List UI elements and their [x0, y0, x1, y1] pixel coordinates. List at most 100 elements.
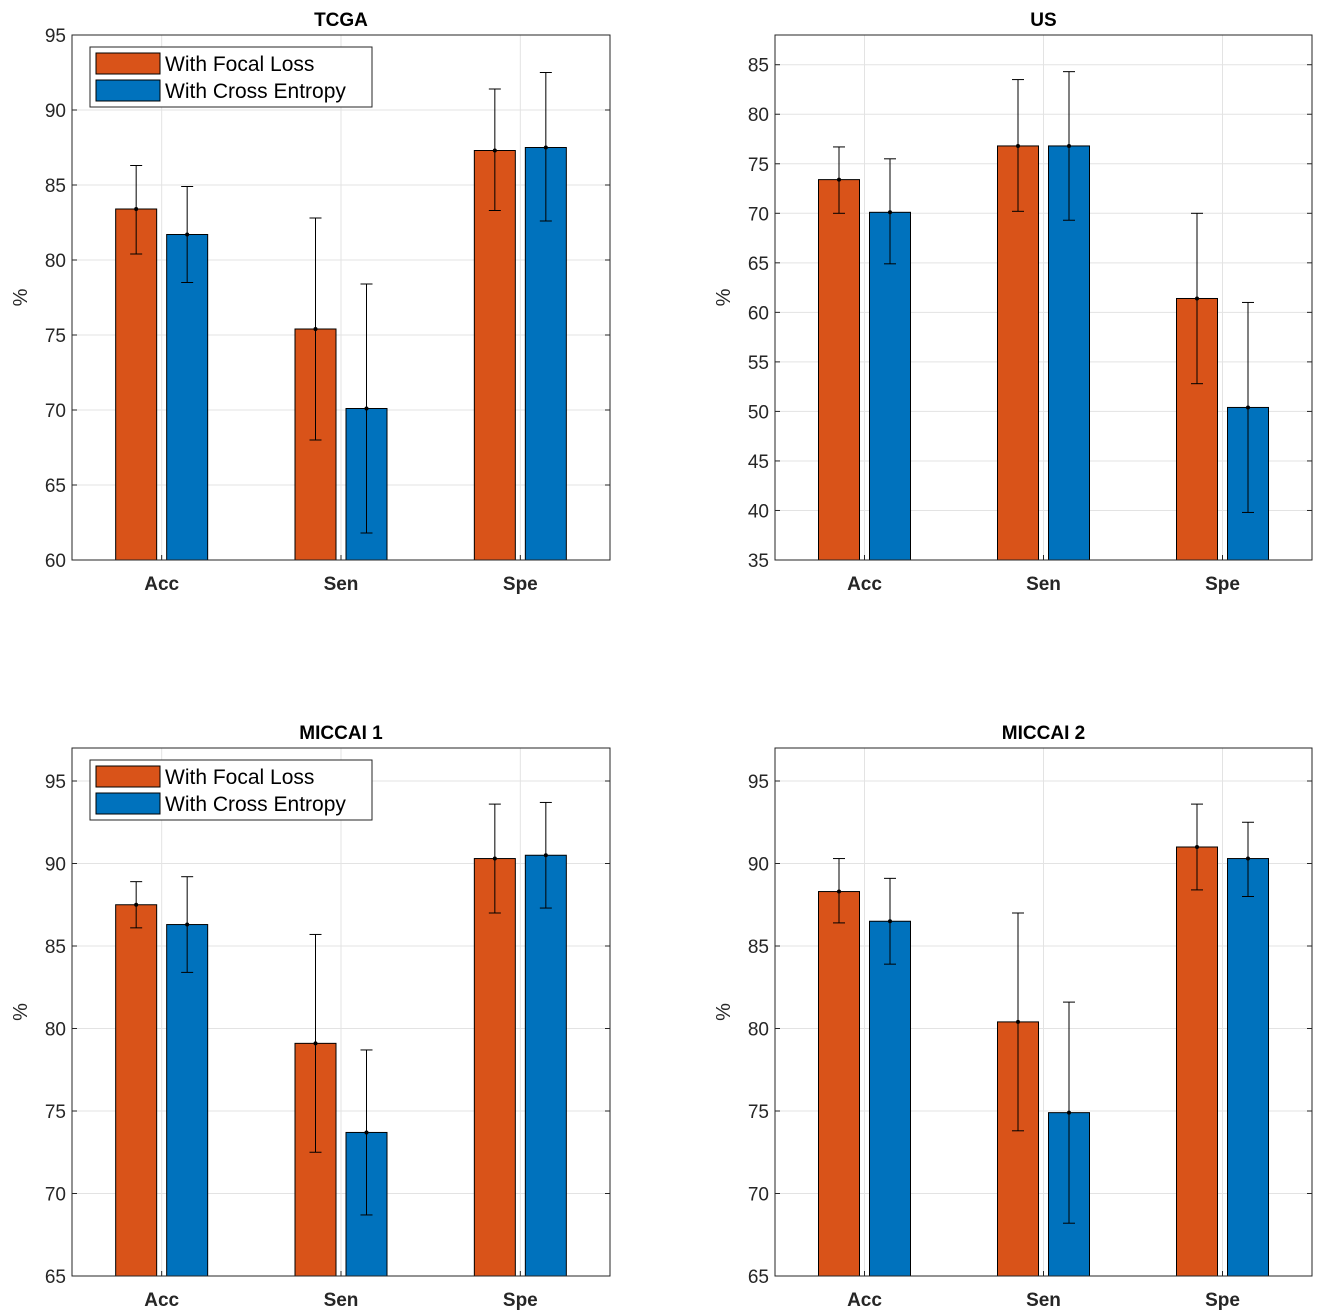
- y-tick-label: 90: [748, 855, 769, 876]
- legend-label-1: With Cross Entropy: [165, 80, 346, 103]
- y-tick-label: 85: [45, 937, 66, 958]
- bar-value-marker: [837, 177, 841, 182]
- bar-cross-entropy-spe: [1227, 858, 1269, 1277]
- chart-title: MICCAI 1: [299, 723, 383, 744]
- chart-title: MICCAI 2: [1002, 723, 1085, 744]
- y-tick-label: 85: [748, 56, 769, 77]
- legend-label-0: With Focal Loss: [165, 766, 314, 789]
- y-tick-label: 70: [45, 1185, 66, 1206]
- bar-focal-loss-acc: [818, 891, 860, 1277]
- x-tick-label-sen: Sen: [1026, 574, 1061, 595]
- y-tick-label: 95: [45, 772, 66, 793]
- x-tick-label-spe: Spe: [1205, 1290, 1240, 1311]
- y-tick-label: 90: [45, 855, 66, 876]
- y-tick-label: 70: [748, 204, 769, 225]
- bar-value-marker: [492, 856, 497, 861]
- bar-focal-loss-spe: [473, 858, 516, 1277]
- bar-value-marker: [492, 148, 497, 153]
- bar-focal-loss-acc: [115, 904, 158, 1277]
- y-tick-label: 75: [45, 326, 66, 347]
- bar-value-marker: [543, 145, 548, 150]
- y-tick-label: 90: [45, 101, 66, 122]
- bar-value-marker: [134, 902, 139, 907]
- y-tick-label: 35: [748, 551, 769, 572]
- x-tick-label-acc: Acc: [847, 1290, 882, 1311]
- chart-title: US: [1030, 10, 1056, 31]
- bar-value-marker: [543, 853, 548, 858]
- bar-focal-loss-acc: [818, 179, 860, 561]
- bar-cross-entropy-acc: [166, 234, 209, 561]
- x-tick-label-acc: Acc: [144, 1290, 179, 1311]
- x-tick-label-spe: Spe: [1205, 574, 1240, 595]
- chart-panel-1: 35 40 45 50 55 60 65 70 75 80 85 Acc Sen Spe US%: [713, 10, 1313, 595]
- bar-value-marker: [1067, 1110, 1071, 1115]
- y-tick-label: 65: [748, 1267, 769, 1288]
- bar-value-marker: [185, 232, 190, 237]
- legend-label-1: With Cross Entropy: [165, 793, 346, 816]
- y-tick-label: 70: [45, 401, 66, 422]
- chart-panel-2: 65 70 75 80 85 90 95 Acc Sen Spe MICCAI 1% With Foc…: [10, 723, 611, 1311]
- x-tick-label-acc: Acc: [144, 574, 179, 595]
- bar-value-marker: [1016, 1019, 1020, 1024]
- y-tick-label: 95: [748, 772, 769, 793]
- y-tick-label: 75: [45, 1102, 66, 1123]
- bar-focal-loss-spe: [1176, 846, 1218, 1277]
- y-tick-label: 40: [748, 501, 769, 522]
- y-tick-label: 65: [45, 476, 66, 497]
- bar-cross-entropy-acc: [869, 211, 911, 561]
- y-tick-label: 85: [748, 937, 769, 958]
- legend-label-0: With Focal Loss: [165, 53, 314, 76]
- bar-value-marker: [1246, 405, 1250, 410]
- y-tick-label: 65: [748, 254, 769, 275]
- y-axis-label: %: [713, 1003, 735, 1021]
- y-axis-label: %: [713, 288, 735, 306]
- bar-value-marker: [134, 207, 139, 211]
- bar-value-marker: [364, 1130, 369, 1135]
- y-tick-label: 55: [748, 353, 769, 374]
- y-axis-label: %: [10, 1003, 32, 1021]
- bar-value-marker: [185, 922, 190, 927]
- legend-swatch-1: [95, 79, 161, 102]
- bar-value-marker: [364, 406, 369, 411]
- bar-cross-entropy-spe: [524, 854, 567, 1277]
- chart-panel-0: 60 65 70 75 80 85 90 95 Acc Sen Spe TCGA% With Focal…: [10, 10, 611, 595]
- bar-value-marker: [888, 210, 892, 215]
- bar-value-marker: [1016, 143, 1020, 148]
- bar-focal-loss-spe: [473, 150, 516, 561]
- x-tick-label-sen: Sen: [324, 1290, 359, 1311]
- y-tick-label: 70: [748, 1185, 769, 1206]
- bar-value-marker: [1195, 845, 1199, 849]
- bar-focal-loss-acc: [115, 208, 158, 561]
- x-tick-label-sen: Sen: [1026, 1290, 1061, 1311]
- bar-cross-entropy-acc: [869, 920, 911, 1277]
- y-axis-label: %: [10, 288, 32, 306]
- bar-value-marker: [888, 919, 892, 924]
- x-tick-label-sen: Sen: [324, 574, 359, 595]
- x-tick-label-spe: Spe: [503, 574, 538, 595]
- y-tick-label: 80: [45, 251, 66, 272]
- y-tick-label: 45: [748, 452, 769, 473]
- bar-value-marker: [1195, 296, 1199, 301]
- y-tick-label: 60: [748, 303, 769, 324]
- y-tick-label: 60: [45, 551, 66, 572]
- y-tick-label: 80: [748, 1020, 769, 1041]
- y-tick-label: 50: [748, 402, 769, 423]
- y-tick-label: 95: [45, 26, 66, 47]
- chart-panel-3: 65 70 75 80 85 90 95 Acc Sen Spe MICCAI 2%: [713, 723, 1313, 1311]
- y-tick-label: 80: [45, 1020, 66, 1041]
- bar-value-marker: [1246, 856, 1250, 861]
- bar-value-marker: [313, 327, 318, 331]
- y-tick-label: 75: [748, 155, 769, 176]
- y-tick-label: 65: [45, 1267, 66, 1288]
- legend-swatch-0: [95, 765, 161, 788]
- x-tick-label-spe: Spe: [503, 1290, 538, 1311]
- y-tick-label: 75: [748, 1102, 769, 1123]
- chart-title: TCGA: [314, 10, 368, 31]
- bar-value-marker: [837, 889, 841, 894]
- y-tick-label: 80: [748, 105, 769, 126]
- bar-value-marker: [1067, 143, 1071, 148]
- y-tick-label: 85: [45, 176, 66, 197]
- bar-value-marker: [313, 1041, 318, 1046]
- bar-cross-entropy-acc: [166, 924, 209, 1277]
